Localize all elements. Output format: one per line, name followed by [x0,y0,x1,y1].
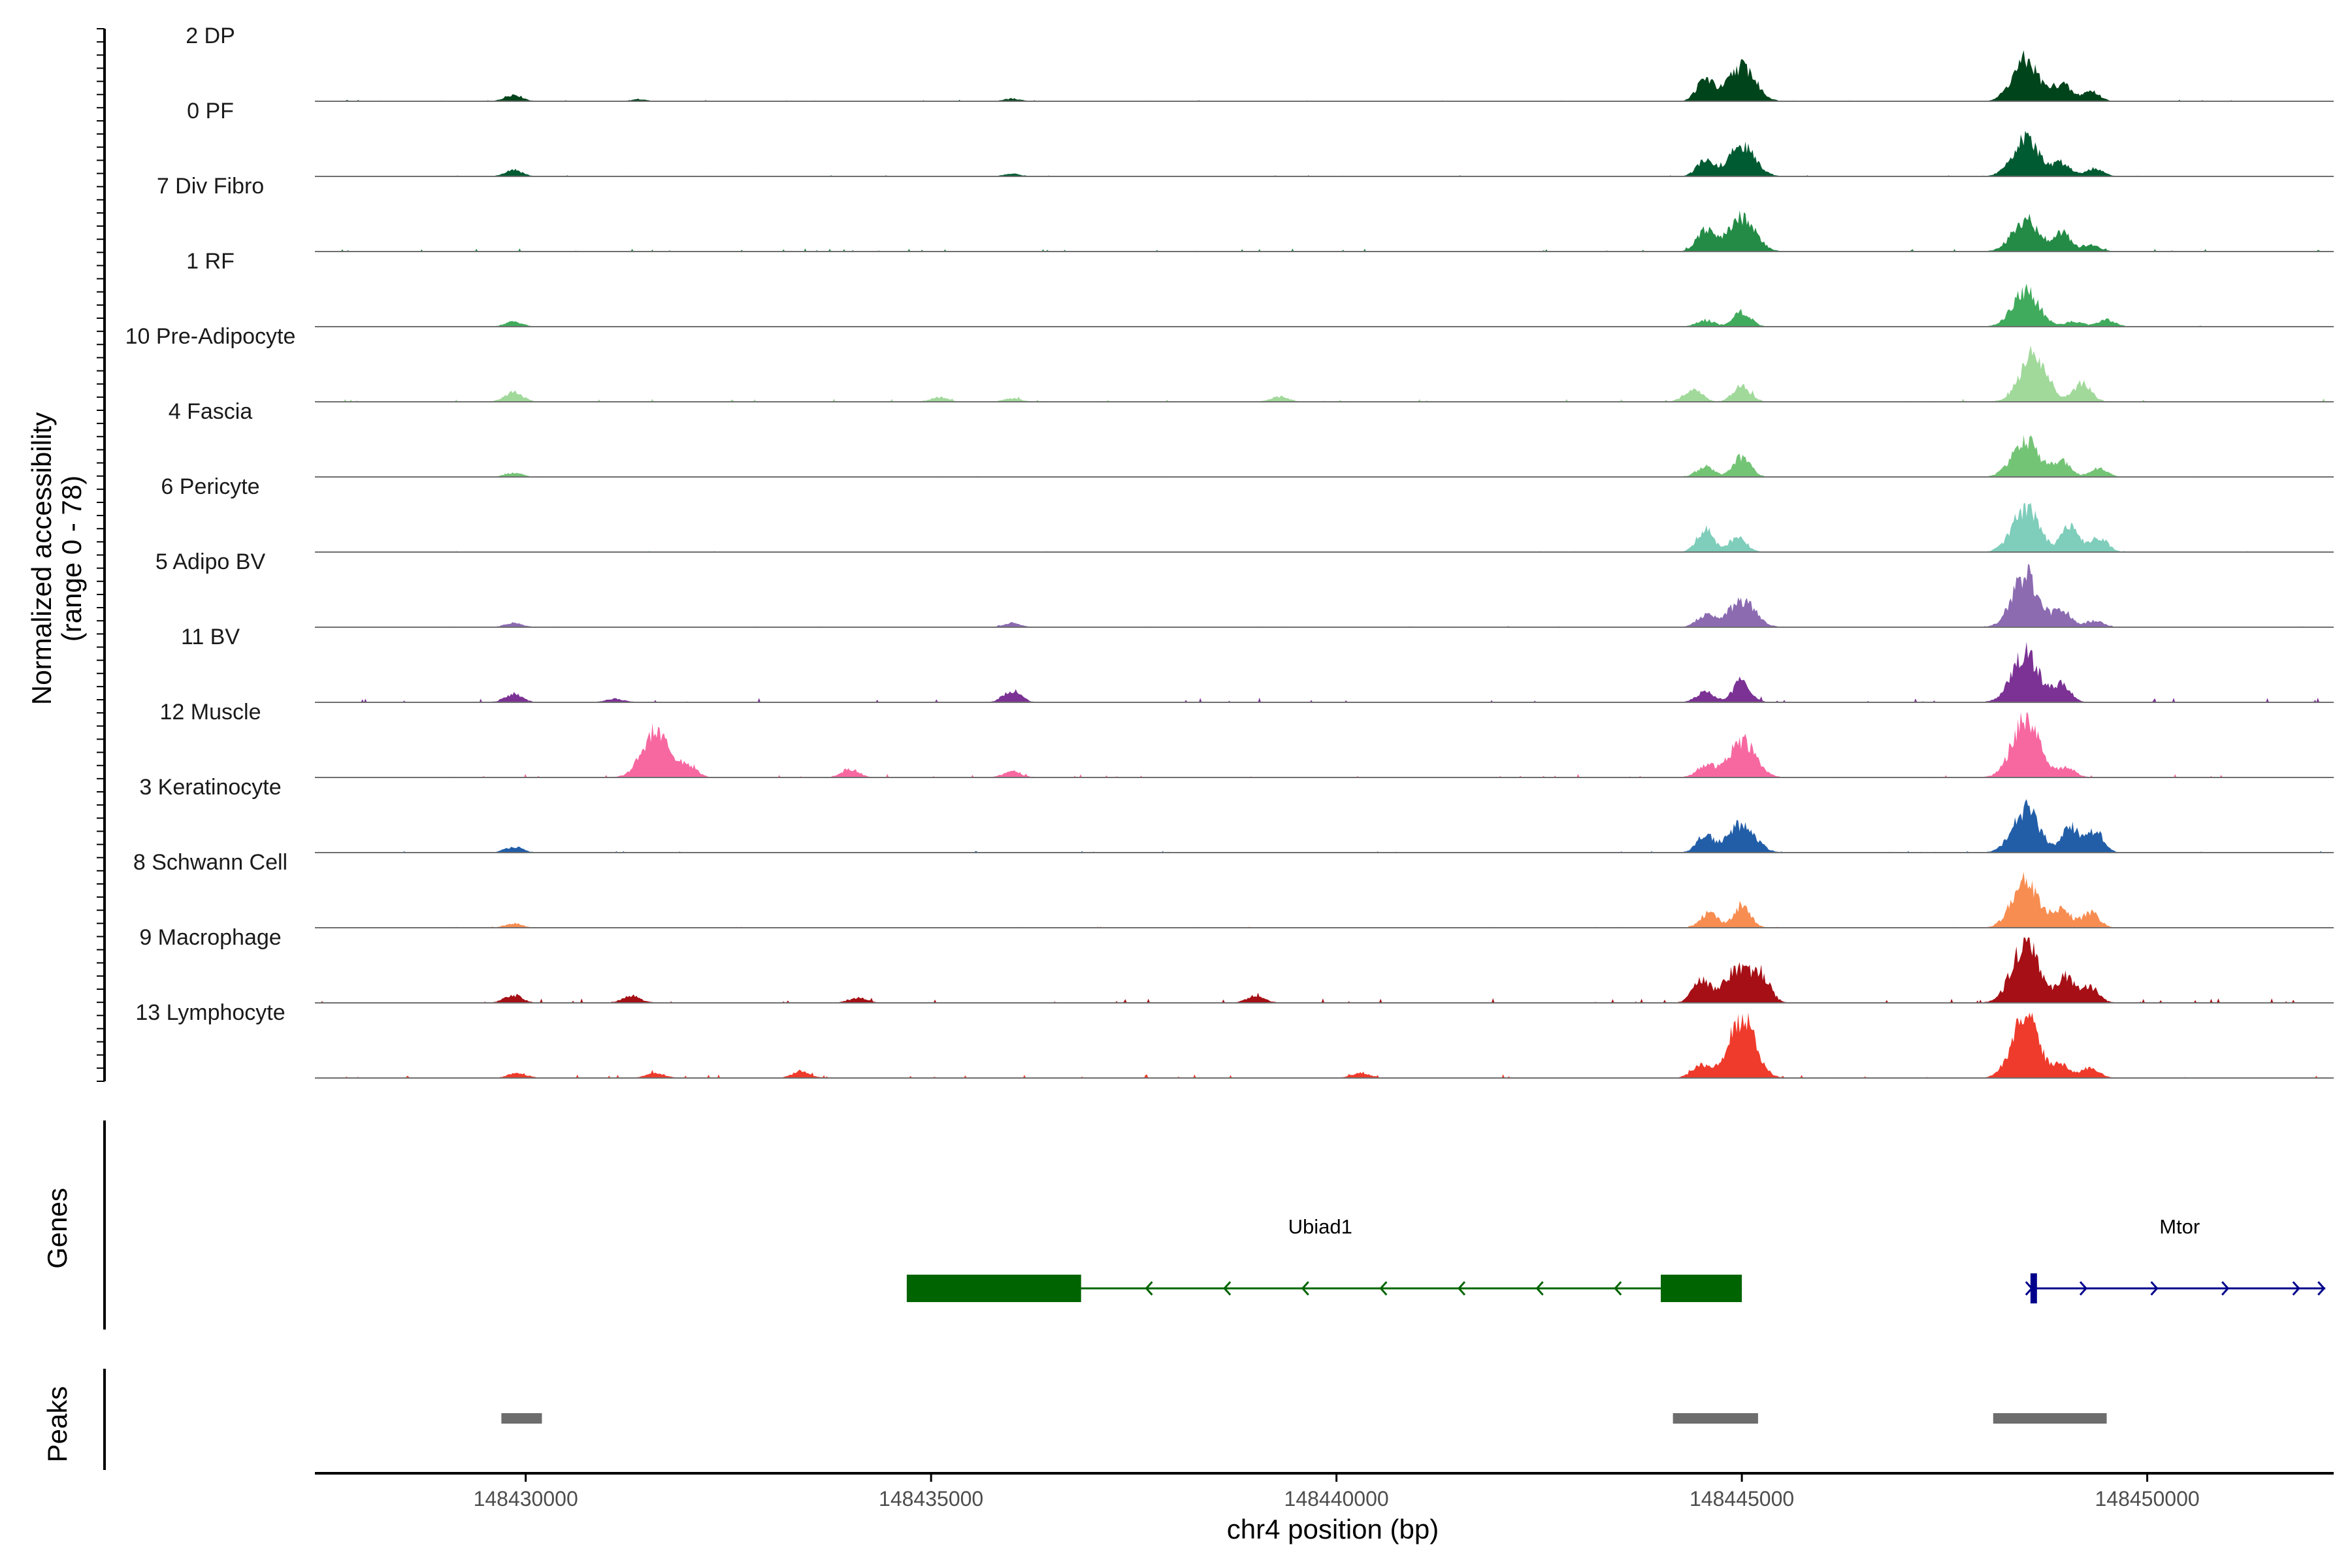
track: 2 DP [186,24,2334,102]
track: 12 Muscle [160,700,2334,778]
track-label: 2 DP [186,24,235,48]
exon [906,1275,1081,1302]
track: 5 Adipo BV [155,549,2334,628]
track-label: 8 Schwann Cell [133,850,287,875]
strand-arrow [2150,1281,2159,1296]
strand-arrow [1535,1281,1544,1296]
x-axis-title: chr4 position (bp) [1227,1514,1439,1544]
track-label: 10 Pre-Adipocyte [125,324,296,349]
y-axis-title-line1: Normalized accessibility [26,412,57,705]
exon [2030,1273,2037,1303]
coverage-area [315,938,2334,1003]
track: 4 Fascia [169,399,2334,478]
exon [1661,1275,1742,1302]
track: 3 Keratinocyte [139,775,2334,853]
coverage-area [315,799,2334,853]
strand-arrow [1614,1281,1622,1296]
coverage-area [315,502,2334,552]
coverage-tracks: 2 DP 0 PF 7 Div Fibro 1 RF 10 Pre-Adipocyte 4… [125,24,2334,1079]
coverage-area [315,642,2334,702]
track: 13 Lymphocyte [135,1000,2334,1079]
coverage-area [315,346,2334,402]
genes-panel-title: Genes [42,1188,73,1269]
track: 10 Pre-Adipocyte [125,324,2334,402]
track: 0 PF [187,99,2334,177]
coverage-area [315,50,2334,101]
track-label: 1 RF [186,249,235,274]
strand-arrow [1223,1281,1232,1296]
track-label: 6 Pericyte [161,474,259,499]
gene-label: Mtor [2159,1215,2200,1238]
track-label: 9 Macrophage [139,925,281,950]
coverage-area [315,434,2334,477]
track: 6 Pericyte [161,474,2334,553]
peak-region [501,1413,542,1424]
peak-region [1993,1413,2107,1424]
gene-model: Mtor [2025,1215,2326,1303]
coverage-area [315,284,2334,327]
strand-arrow [2292,1281,2300,1296]
track: 8 Schwann Cell [133,850,2334,928]
strand-arrow [2317,1281,2326,1296]
track-label: 3 Keratinocyte [139,775,281,800]
strand-arrow [2079,1281,2088,1296]
y-axis-title: Normalized accessibility (range 0 - 78) [26,412,87,705]
x-tick-label: 148445000 [1690,1487,1794,1511]
track: 7 Div Fibro [157,174,2334,252]
gene-model: Ubiad1 [906,1215,1742,1302]
coverage-area [315,210,2334,252]
track: 9 Macrophage [139,925,2334,1004]
peaks-panel: Peaks [42,1369,2107,1470]
gene-label: Ubiad1 [1288,1215,1352,1238]
track-label: 13 Lymphocyte [135,1000,285,1025]
x-tick-label: 148440000 [1284,1487,1389,1511]
strand-arrow [1457,1281,1466,1296]
track-label: 11 BV [181,625,240,649]
strand-arrow [1301,1281,1309,1296]
coverage-area [315,131,2334,176]
peak-region [1673,1413,1758,1424]
strand-arrow [1379,1281,1388,1296]
coverage-area [315,872,2334,928]
x-tick-label: 148435000 [879,1487,983,1511]
y-axis-title-line2: (range 0 - 78) [56,476,87,642]
x-tick-label: 148430000 [474,1487,578,1511]
peaks-panel-title: Peaks [42,1386,73,1463]
genes-panel: Genes Ubiad1 Mtor [42,1120,2326,1330]
track-label: 4 Fascia [169,399,253,424]
track-label: 7 Div Fibro [157,174,264,199]
coverage-area [315,712,2334,777]
track-label: 5 Adipo BV [155,549,266,574]
strand-arrow [1145,1281,1153,1296]
track-label: 12 Muscle [160,700,261,725]
x-tick-label: 148450000 [2095,1487,2199,1511]
track: 11 BV [181,625,2334,703]
track: 1 RF [186,249,2334,327]
coverage-area [315,564,2334,627]
track-label: 0 PF [187,99,234,123]
coverage-area [315,1013,2334,1078]
x-axis: chr4 position (bp) 148430000 148435000 148… [315,1472,2334,1544]
strand-arrow [2221,1281,2230,1296]
